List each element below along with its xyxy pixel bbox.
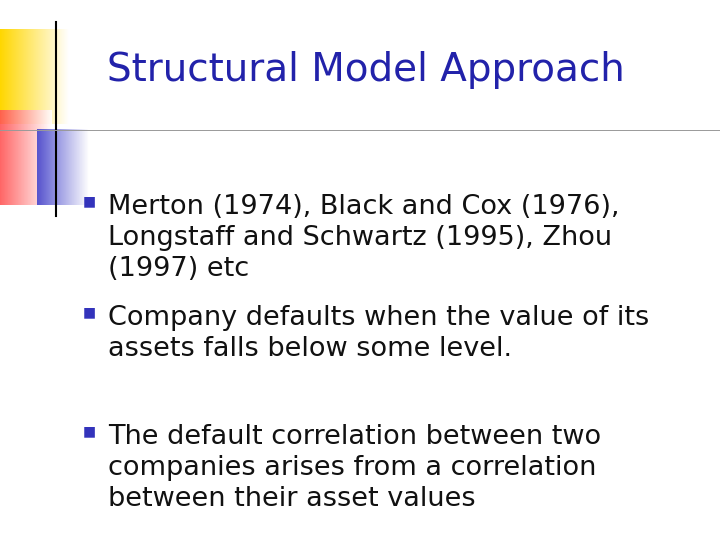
Text: ■: ■ bbox=[83, 424, 96, 438]
Text: Structural Model Approach: Structural Model Approach bbox=[107, 51, 624, 89]
Text: The default correlation between two
companies arises from a correlation
between : The default correlation between two comp… bbox=[108, 424, 601, 512]
Text: Merton (1974), Black and Cox (1976),
Longstaff and Schwartz (1995), Zhou
(1997) : Merton (1974), Black and Cox (1976), Lon… bbox=[108, 194, 619, 282]
Text: Company defaults when the value of its
assets falls below some level.: Company defaults when the value of its a… bbox=[108, 305, 649, 362]
Text: ■: ■ bbox=[83, 194, 96, 208]
Text: ■: ■ bbox=[83, 305, 96, 319]
